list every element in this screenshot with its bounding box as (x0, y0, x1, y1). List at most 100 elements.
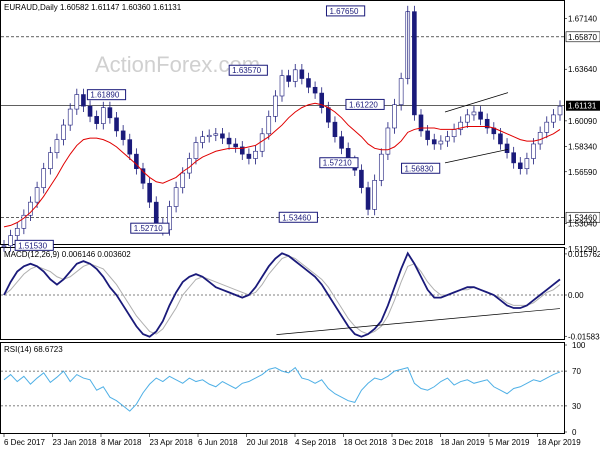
candle-body (438, 140, 444, 145)
price-label-box (86, 89, 127, 101)
candle (517, 157, 523, 175)
candle (120, 125, 126, 146)
candle (28, 196, 33, 222)
candle (504, 138, 510, 159)
candle-body (537, 132, 543, 145)
candle-body (524, 158, 530, 170)
candle (200, 130, 205, 149)
candle-body (372, 180, 377, 210)
candle-body (100, 107, 106, 124)
candle-body (286, 75, 291, 82)
candle-body (134, 153, 139, 170)
candle-body (114, 117, 119, 132)
candle (412, 5, 417, 121)
candle-body (94, 116, 99, 124)
x-tick-label: 23 Apr 2018 (150, 438, 194, 447)
candle-body (517, 162, 523, 170)
candle (1, 239, 7, 252)
price-tick-label: 1.67140 (568, 14, 597, 23)
candle (372, 174, 377, 216)
rsi-layer: 100 70 30 0 (1, 341, 586, 437)
price-tick-label: 1.63640 (568, 65, 597, 74)
candle (299, 63, 305, 85)
x-tick-label: 18 Oct 2018 (344, 438, 388, 447)
channel-upper-line (444, 92, 509, 113)
candle (253, 145, 258, 165)
candle-body (471, 111, 477, 116)
price-label: 1.51530 (14, 239, 54, 251)
candle (67, 103, 73, 131)
candle (286, 69, 291, 88)
candle-body (385, 127, 391, 155)
x-tick-label: 20 Jul 2018 (247, 438, 289, 447)
current-price-label: 1.61131 (568, 102, 597, 111)
candle-body (458, 121, 464, 130)
x-tick-label: 23 Jan 2018 (53, 438, 98, 447)
candle-body (319, 92, 325, 108)
candle-body (67, 108, 73, 126)
candle (233, 138, 238, 153)
candle-body (431, 139, 437, 145)
candle (74, 88, 80, 115)
candle-body (445, 136, 450, 142)
candle-body (28, 201, 33, 216)
candle-body (200, 136, 205, 143)
rsi-tick-label: 0 (572, 428, 577, 437)
candle-body (299, 69, 305, 79)
candle (537, 126, 543, 150)
candle (557, 100, 563, 121)
candle (81, 88, 86, 112)
candle-body (339, 136, 344, 149)
price-label-box (14, 239, 54, 251)
candle (312, 81, 318, 99)
candle (140, 162, 146, 190)
price-label-text: 1.57210 (323, 159, 352, 168)
rsi-panel-frame (0, 342, 565, 434)
macd-tick-label: 0.00 (568, 291, 584, 300)
macd-layer: 0.015762 0.00 -0.015834 (1, 250, 600, 341)
level-price-box (565, 31, 600, 43)
candle-body (239, 146, 245, 155)
candle (458, 116, 464, 136)
candle (226, 132, 232, 150)
candle (34, 181, 40, 208)
rsi-tick-label: 100 (572, 341, 586, 350)
macd-trendline (276, 308, 561, 335)
candle (292, 63, 298, 88)
candle-body (306, 78, 311, 88)
rsi-tick-label: 70 (572, 367, 581, 376)
candle-body (246, 153, 252, 159)
candle (544, 116, 550, 139)
candle-body (48, 152, 53, 170)
price-tick-label: 1.58340 (568, 142, 597, 151)
candle (193, 136, 199, 165)
candle (484, 113, 490, 134)
candle (239, 141, 245, 160)
price-label: 1.63570 (228, 64, 268, 76)
candle-body (107, 107, 113, 119)
candle (365, 181, 371, 216)
x-tick-label: 6 Jun 2018 (198, 438, 238, 447)
candle-body (412, 11, 417, 116)
candle (332, 116, 338, 143)
candle-body (87, 105, 93, 117)
price-header: EURAUD,Daily 1.60582 1.61147 1.60360 1.6… (4, 3, 182, 12)
candle-body (279, 75, 285, 97)
candle-body (233, 143, 238, 148)
candle-body (465, 114, 470, 123)
level-price-label: 1.53460 (568, 213, 597, 222)
candle (273, 90, 278, 123)
macd-signal-line (3, 255, 561, 335)
candle-body (273, 95, 278, 117)
candle (134, 148, 139, 175)
candle-body (292, 69, 298, 82)
current-price-box (566, 100, 600, 111)
candle (524, 152, 530, 175)
candle (54, 133, 60, 159)
price-label-box (401, 162, 441, 174)
candle (398, 72, 404, 111)
candle (392, 98, 397, 134)
price-panel-frame (0, 0, 565, 245)
candle (279, 69, 285, 102)
